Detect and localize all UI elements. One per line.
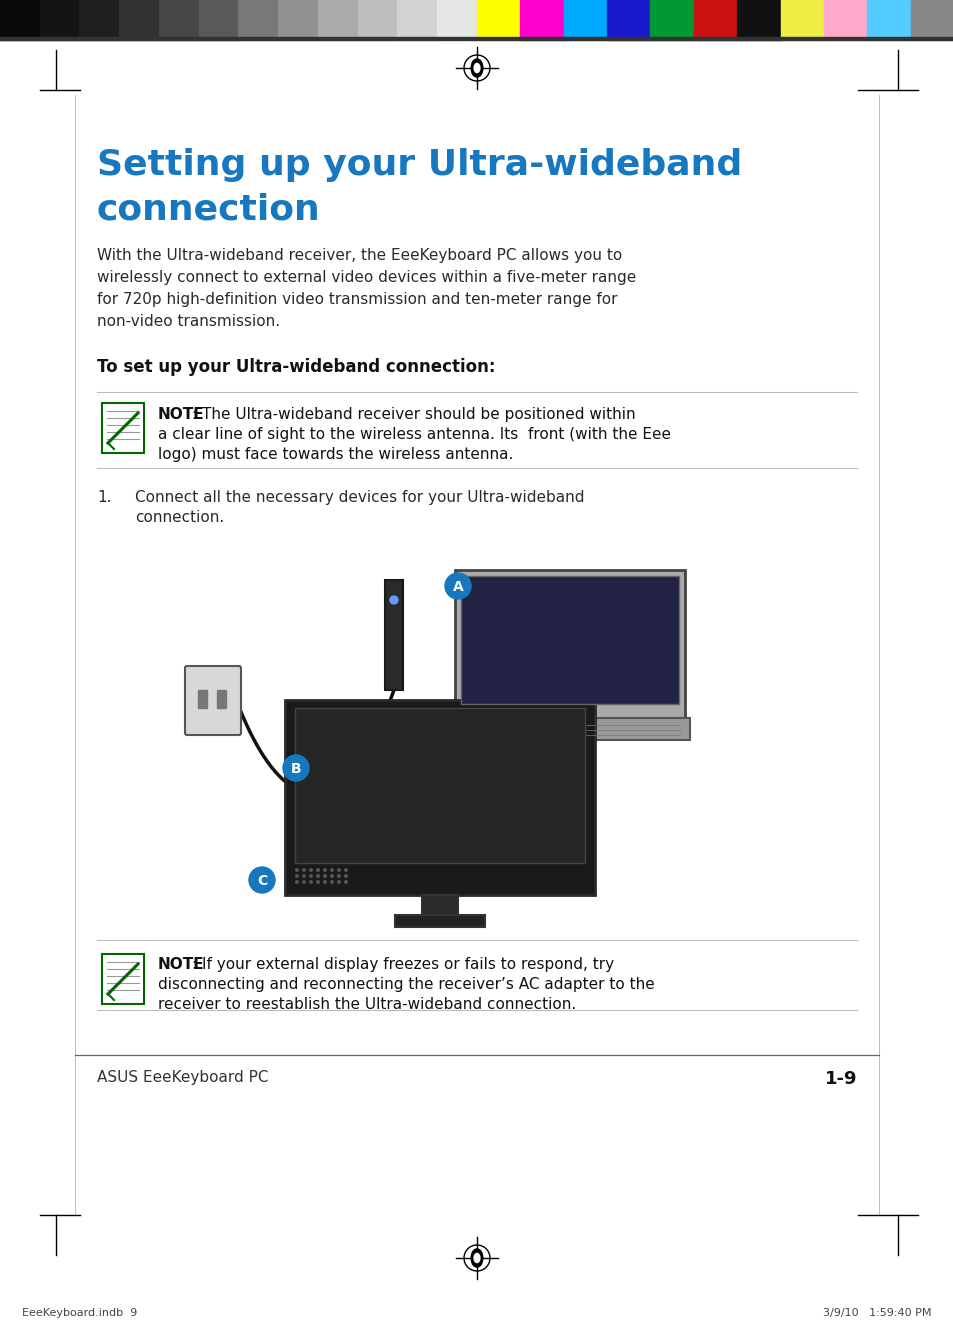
Text: connection: connection xyxy=(97,191,320,226)
Text: 3/9/10   1:59:40 PM: 3/9/10 1:59:40 PM xyxy=(822,1308,931,1318)
FancyBboxPatch shape xyxy=(294,708,584,863)
Text: B: B xyxy=(291,762,301,776)
Text: NOTE: NOTE xyxy=(158,957,204,971)
Text: C: C xyxy=(256,874,267,888)
Circle shape xyxy=(323,874,326,877)
FancyBboxPatch shape xyxy=(102,954,144,1003)
Circle shape xyxy=(331,869,333,872)
Circle shape xyxy=(295,881,298,884)
Bar xyxy=(0,37,953,40)
FancyBboxPatch shape xyxy=(460,575,679,704)
FancyBboxPatch shape xyxy=(185,666,241,735)
Bar xyxy=(317,0,357,40)
Text: With the Ultra-wideband receiver, the EeeKeyboard PC allows you to: With the Ultra-wideband receiver, the Ee… xyxy=(97,249,621,263)
Text: To set up your Ultra-wideband connection:: To set up your Ultra-wideband connection… xyxy=(97,358,495,376)
Bar xyxy=(216,690,226,708)
Bar xyxy=(395,914,484,928)
Circle shape xyxy=(444,573,471,599)
Bar xyxy=(238,0,278,40)
Text: a clear line of sight to the wireless antenna. Its  front (with the Eee: a clear line of sight to the wireless an… xyxy=(158,427,670,443)
Bar xyxy=(397,0,436,40)
Bar xyxy=(385,579,402,690)
Circle shape xyxy=(331,881,333,884)
Circle shape xyxy=(283,755,309,781)
Bar xyxy=(357,0,397,40)
Circle shape xyxy=(302,869,305,872)
Circle shape xyxy=(316,881,319,884)
FancyBboxPatch shape xyxy=(102,403,144,453)
Text: EeeKeyboard.indb  9: EeeKeyboard.indb 9 xyxy=(22,1308,137,1318)
Bar xyxy=(780,0,823,40)
Text: : The Ultra-wideband receiver should be positioned within: : The Ultra-wideband receiver should be … xyxy=(192,407,635,423)
Circle shape xyxy=(295,869,298,872)
Bar xyxy=(650,0,693,40)
Circle shape xyxy=(316,874,319,877)
Circle shape xyxy=(331,874,333,877)
Bar xyxy=(0,0,40,40)
Bar xyxy=(421,894,457,914)
Circle shape xyxy=(302,874,305,877)
Circle shape xyxy=(316,869,319,872)
Circle shape xyxy=(323,881,326,884)
Circle shape xyxy=(310,881,312,884)
FancyBboxPatch shape xyxy=(450,718,689,740)
Ellipse shape xyxy=(474,64,479,73)
Circle shape xyxy=(344,869,347,872)
Ellipse shape xyxy=(471,58,482,77)
Bar xyxy=(823,0,866,40)
Circle shape xyxy=(249,867,274,893)
Circle shape xyxy=(344,874,347,877)
Circle shape xyxy=(344,881,347,884)
Bar xyxy=(519,0,563,40)
Text: wirelessly connect to external video devices within a five-meter range: wirelessly connect to external video dev… xyxy=(97,270,636,284)
Circle shape xyxy=(310,874,312,877)
FancyBboxPatch shape xyxy=(455,570,684,718)
Bar xyxy=(737,0,780,40)
Text: NOTE: NOTE xyxy=(158,407,204,423)
Circle shape xyxy=(310,869,312,872)
Text: 1-9: 1-9 xyxy=(823,1070,856,1088)
Text: logo) must face towards the wireless antenna.: logo) must face towards the wireless ant… xyxy=(158,447,513,462)
Bar xyxy=(866,0,910,40)
Text: ASUS EeeKeyboard PC: ASUS EeeKeyboard PC xyxy=(97,1070,268,1084)
Circle shape xyxy=(302,881,305,884)
Bar xyxy=(693,0,737,40)
Text: connection.: connection. xyxy=(135,510,224,525)
Circle shape xyxy=(390,595,397,603)
Text: A: A xyxy=(452,579,463,594)
Ellipse shape xyxy=(474,1253,479,1263)
Bar xyxy=(159,0,198,40)
Circle shape xyxy=(295,874,298,877)
Bar xyxy=(910,0,953,40)
Bar xyxy=(563,0,606,40)
Bar xyxy=(119,0,159,40)
Circle shape xyxy=(337,874,340,877)
Bar xyxy=(606,0,650,40)
Bar xyxy=(40,0,79,40)
Ellipse shape xyxy=(471,1249,482,1267)
Bar xyxy=(198,690,207,708)
Bar xyxy=(198,0,238,40)
Text: receiver to reestablish the Ultra-wideband connection.: receiver to reestablish the Ultra-wideba… xyxy=(158,997,576,1011)
Bar xyxy=(476,0,519,40)
Text: : If your external display freezes or fails to respond, try: : If your external display freezes or fa… xyxy=(192,957,614,971)
Circle shape xyxy=(337,881,340,884)
Text: Connect all the necessary devices for your Ultra-wideband: Connect all the necessary devices for yo… xyxy=(135,490,584,505)
Text: for 720p high-definition video transmission and ten-meter range for: for 720p high-definition video transmiss… xyxy=(97,292,617,307)
FancyBboxPatch shape xyxy=(285,700,595,894)
Bar xyxy=(79,0,119,40)
Text: Setting up your Ultra-wideband: Setting up your Ultra-wideband xyxy=(97,148,741,182)
Text: disconnecting and reconnecting the receiver’s AC adapter to the: disconnecting and reconnecting the recei… xyxy=(158,977,654,991)
Bar xyxy=(436,0,476,40)
Circle shape xyxy=(323,869,326,872)
Text: 1.: 1. xyxy=(97,490,112,505)
Circle shape xyxy=(337,869,340,872)
Bar xyxy=(278,0,317,40)
Text: non-video transmission.: non-video transmission. xyxy=(97,314,280,330)
